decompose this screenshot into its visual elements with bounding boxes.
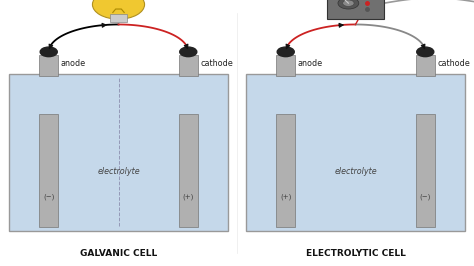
Bar xyxy=(276,55,295,76)
Bar xyxy=(39,114,58,227)
Text: GALVANIC CELL: GALVANIC CELL xyxy=(80,249,157,258)
Bar xyxy=(416,55,435,76)
Text: cathode: cathode xyxy=(200,59,233,68)
Text: (+): (+) xyxy=(182,194,194,200)
Bar xyxy=(276,114,295,227)
Text: electrolyte: electrolyte xyxy=(334,167,377,176)
Bar xyxy=(416,114,435,227)
Circle shape xyxy=(92,0,145,19)
Text: (−): (−) xyxy=(43,194,55,200)
Bar xyxy=(39,55,58,76)
Bar xyxy=(246,74,465,231)
Text: anode: anode xyxy=(298,59,323,68)
Circle shape xyxy=(343,0,354,6)
Bar xyxy=(179,114,198,227)
Text: anode: anode xyxy=(61,59,86,68)
Text: cathode: cathode xyxy=(437,59,470,68)
Circle shape xyxy=(180,47,197,57)
Circle shape xyxy=(338,0,359,9)
Bar xyxy=(110,14,127,22)
Bar xyxy=(179,55,198,76)
Bar xyxy=(327,0,384,19)
Text: ELECTROLYTIC CELL: ELECTROLYTIC CELL xyxy=(306,249,405,258)
Circle shape xyxy=(417,47,434,57)
Circle shape xyxy=(277,47,294,57)
Bar xyxy=(9,74,228,231)
Text: electrolyte: electrolyte xyxy=(97,167,140,176)
Text: (−): (−) xyxy=(419,194,431,200)
Text: (+): (+) xyxy=(280,194,292,200)
Circle shape xyxy=(40,47,57,57)
